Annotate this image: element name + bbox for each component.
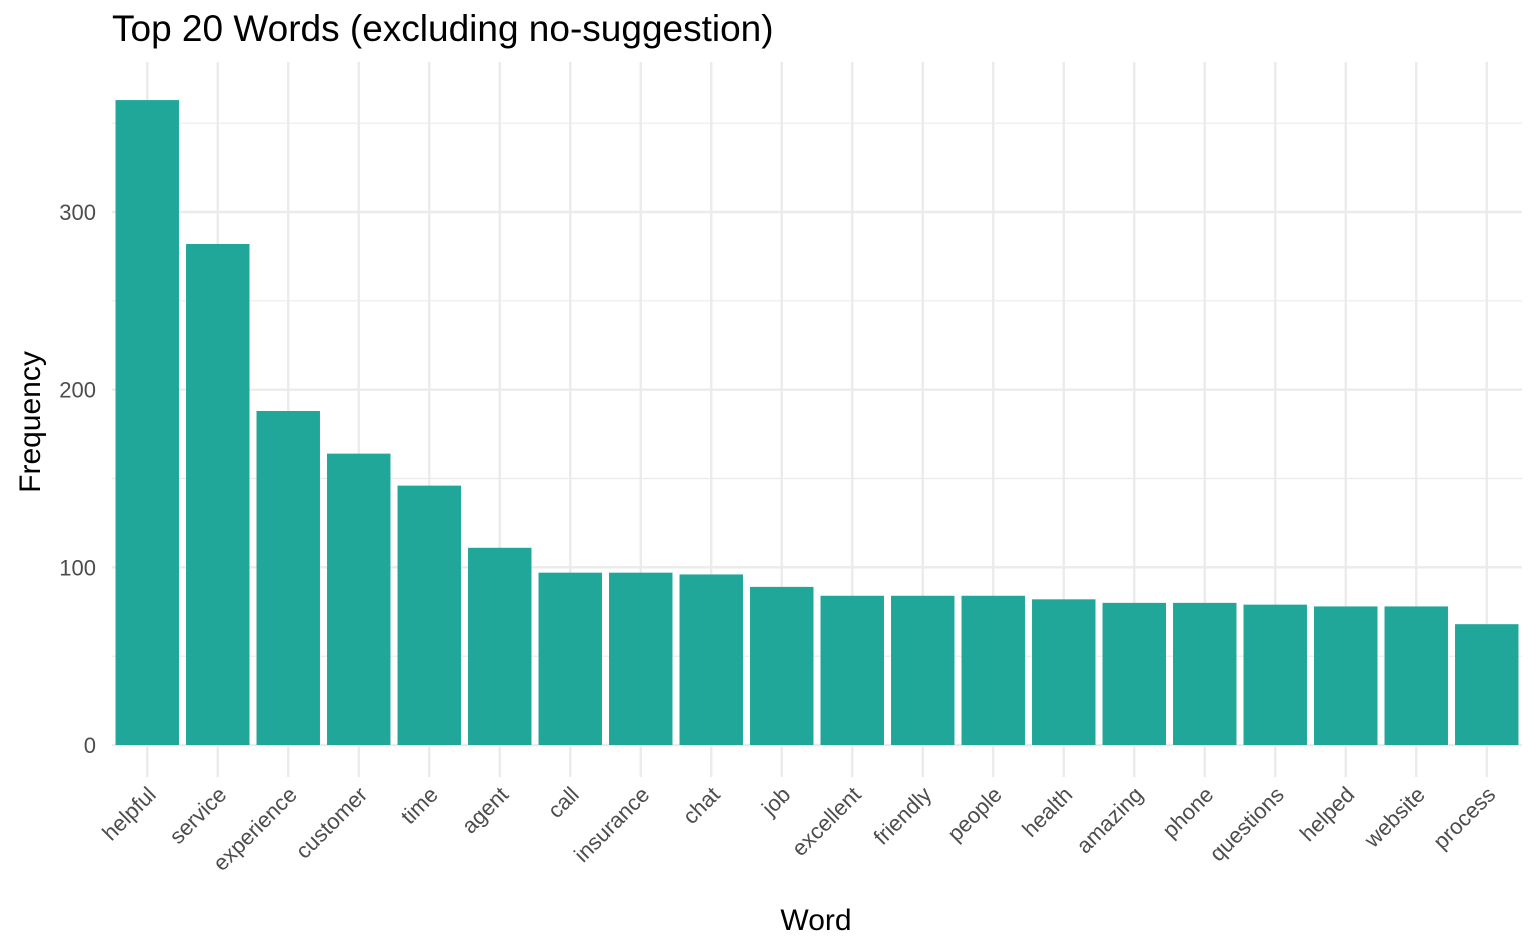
- x-tick-label: health: [1017, 782, 1077, 842]
- bar-helped: [1314, 606, 1378, 745]
- bar-agent: [468, 547, 532, 745]
- y-tick-label: 0: [84, 733, 96, 758]
- x-tick-label: helped: [1295, 782, 1359, 846]
- x-axis-label: Word: [780, 904, 851, 937]
- bar-people: [961, 595, 1025, 745]
- y-tick-label: 100: [59, 555, 96, 580]
- bar-amazing: [1102, 602, 1166, 745]
- bar-call: [538, 572, 602, 745]
- x-tick-label: chat: [678, 782, 725, 829]
- x-tick-label: call: [543, 782, 584, 823]
- x-tick-label: excellent: [787, 782, 866, 861]
- bar-job: [750, 586, 814, 745]
- x-tick-label: job: [756, 782, 795, 821]
- x-tick-label: agent: [457, 782, 514, 839]
- bar-customer: [327, 453, 391, 745]
- bar-chat: [679, 574, 743, 745]
- x-tick-label: people: [942, 782, 1006, 846]
- x-tick-label: friendly: [868, 782, 936, 850]
- bar-phone: [1173, 602, 1237, 745]
- grid-layer: [112, 62, 1522, 777]
- bar-time: [397, 485, 461, 745]
- x-tick-label: amazing: [1071, 782, 1147, 858]
- y-axis-label: Frequency: [14, 351, 47, 493]
- chart-title: Top 20 Words (excluding no-suggestion): [112, 8, 774, 49]
- bar-website: [1384, 606, 1448, 745]
- y-tick-label: 200: [59, 378, 96, 403]
- bar-layer: [115, 100, 1519, 746]
- y-tick-label: 300: [59, 200, 96, 225]
- bar-excellent: [820, 595, 884, 745]
- bar-friendly: [891, 595, 955, 745]
- bar-helpful: [115, 100, 179, 745]
- x-tick-label: phone: [1157, 782, 1218, 843]
- bar-experience: [256, 410, 320, 745]
- x-tick-label: process: [1428, 782, 1500, 854]
- bar-process: [1455, 624, 1519, 745]
- x-tick-label: service: [164, 782, 231, 849]
- x-tick-label: questions: [1205, 782, 1289, 866]
- bar-service: [186, 243, 250, 746]
- bar-insurance: [609, 572, 673, 745]
- bar-questions: [1243, 604, 1307, 745]
- x-tick-label: insurance: [569, 782, 654, 867]
- x-tick-label: website: [1359, 782, 1430, 853]
- x-tick-label: time: [396, 782, 443, 829]
- x-tick-label: customer: [291, 782, 373, 864]
- bar-health: [1032, 599, 1096, 745]
- x-tick-label: helpful: [97, 782, 161, 846]
